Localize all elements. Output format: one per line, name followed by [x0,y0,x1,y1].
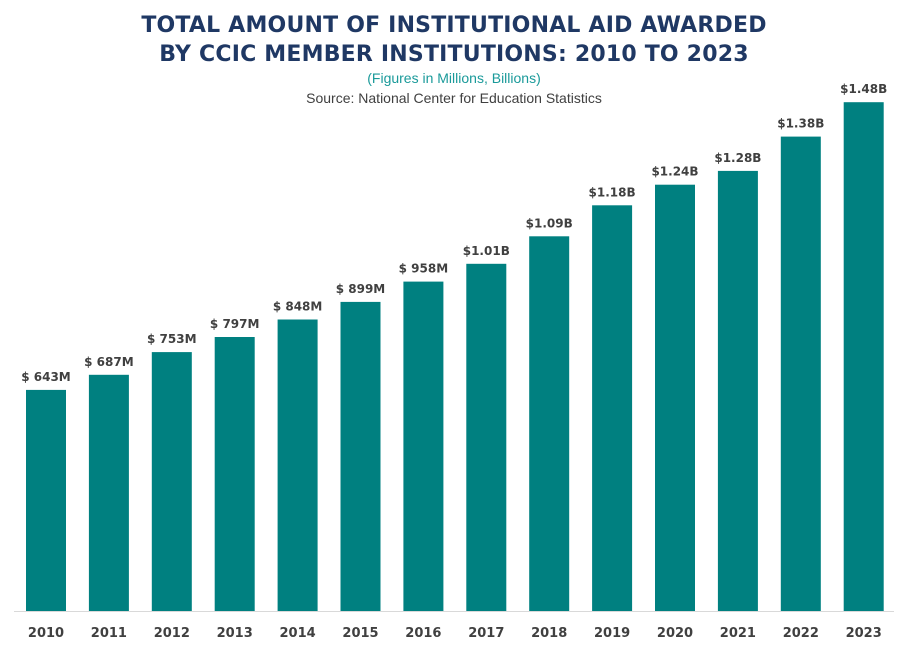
bar-2013 [214,337,255,611]
bar-2015 [340,301,381,611]
bar-2020 [655,184,695,611]
data-label-2017: $1.01B [463,244,510,258]
data-label-2022: $1.38B [777,117,824,131]
x-tick-label-2014: 2014 [280,626,316,641]
chart-subtitle: (Figures in Millions, Billions) [367,70,541,86]
x-tick-label-2016: 2016 [405,626,441,641]
bar-2022 [780,136,821,611]
data-label-2016: $ 958M [399,262,449,276]
chart-source: Source: National Center for Education St… [306,90,602,106]
data-label-2014: $ 848M [273,300,323,314]
data-label-2011: $ 687M [84,355,134,369]
data-label-2019: $1.18B [589,185,636,199]
x-tick-label-2013: 2013 [217,626,253,641]
bar-2012 [151,352,192,611]
x-tick-label-2020: 2020 [657,626,693,641]
x-tick-label-2012: 2012 [154,626,190,641]
bar-2021 [717,170,758,611]
x-tick-label-2011: 2011 [91,626,127,641]
bar-2017 [466,263,507,611]
x-tick-label-2023: 2023 [846,626,882,641]
x-tick-label-2022: 2022 [783,626,819,641]
data-labels-group: $ 643M $ 687M $ 753M $ 797M $ 848M $ 899M $ 95… [21,82,887,384]
data-label-2023: $1.48B [840,82,887,96]
bars-group [26,102,884,612]
data-label-2018: $1.09B [526,216,573,230]
chart-title-line-1: TOTAL AMOUNT OF INSTITUTIONAL AID AWARDE… [141,13,767,38]
x-tick-labels-group: 2010 2011 2012 2013 2014 2015 2016 2017 2018 2019… [28,626,882,641]
x-tick-label-2019: 2019 [594,626,630,641]
data-label-2013: $ 797M [210,317,260,331]
x-tick-label-2018: 2018 [531,626,567,641]
bar-2023 [843,102,884,611]
chart-title-line-2: BY CCIC MEMBER INSTITUTIONS: 2010 TO 202… [159,42,749,67]
data-label-2012: $ 753M [147,332,197,346]
x-tick-label-2017: 2017 [468,626,504,641]
bar-2010 [26,389,66,611]
x-tick-label-2010: 2010 [28,626,64,641]
x-tick-label-2021: 2021 [720,626,756,641]
bar-2011 [88,374,129,611]
x-tick-label-2015: 2015 [342,626,378,641]
bar-2014 [277,319,318,611]
data-label-2010: $ 643M [21,370,71,384]
bar-2019 [592,205,633,612]
data-label-2020: $1.24B [651,165,698,179]
data-label-2021: $1.28B [714,151,761,165]
bar-2016 [403,281,444,611]
bar-2018 [529,236,570,612]
data-label-2015: $ 899M [336,282,386,296]
